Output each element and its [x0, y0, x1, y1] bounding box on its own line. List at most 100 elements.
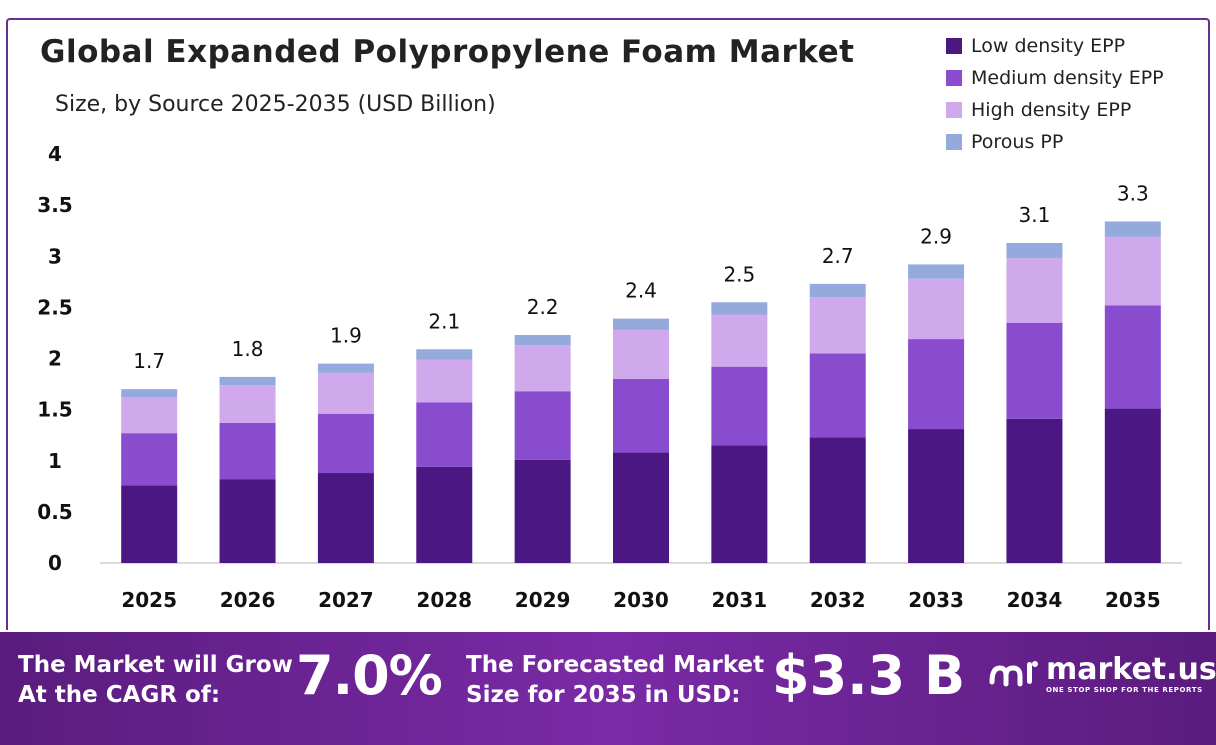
legend-item-high-density: High density EPP [946, 94, 1164, 126]
y-tick-label: 1 [48, 449, 62, 473]
bar-total-label: 2.1 [428, 309, 460, 333]
bar-segment-high-density-epp [317, 372, 374, 414]
bar-segment-medium-density-epp [317, 413, 374, 474]
bar-total-label: 2.5 [723, 262, 755, 286]
summary-banner: The Market will Grow At the CAGR of: 7.0… [0, 632, 1216, 745]
bar-segment-medium-density-epp [711, 366, 768, 446]
x-tick-label: 2032 [810, 588, 866, 612]
y-tick-label: 2.5 [37, 295, 72, 319]
legend-swatch-medium-density [946, 70, 962, 86]
legend-swatch-low-density [946, 38, 962, 54]
chart-legend: Low density EPP Medium density EPP High … [946, 30, 1164, 158]
x-tick-label: 2025 [121, 588, 177, 612]
bar-total-label: 2.4 [625, 279, 657, 303]
bar-total-label: 3.3 [1117, 181, 1149, 205]
legend-swatch-high-density [946, 102, 962, 118]
bar-segment-porous-pp [613, 318, 669, 330]
bar-segment-low-density-epp [1006, 418, 1063, 563]
bar-segment-porous-pp [317, 363, 374, 373]
bar-segment-porous-pp [1104, 221, 1161, 237]
legend-label-porous-pp: Porous PP [971, 131, 1064, 153]
x-tick-label: 2035 [1105, 588, 1161, 612]
x-tick-label: 2034 [1007, 588, 1063, 612]
bar-segment-high-density-epp [809, 297, 866, 354]
x-tick-label: 2030 [613, 588, 669, 612]
bar-segment-medium-density-epp [908, 339, 965, 430]
legend-item-medium-density: Medium density EPP [946, 62, 1164, 94]
bar-segment-medium-density-epp [809, 353, 866, 438]
legend-item-low-density: Low density EPP [946, 30, 1164, 62]
brand-name: market.us [1046, 652, 1216, 687]
y-tick-label: 3 [48, 244, 62, 268]
bar-segment-medium-density-epp [1006, 322, 1063, 419]
bar-segment-porous-pp [711, 302, 768, 315]
stacked-bar-chart: 0 0.5 1 1.5 2 2.5 3 3.5 4 1.7 2025 1.8 2026 1.9 2027 2.… [37, 142, 1182, 612]
bar-segment-medium-density-epp [121, 433, 178, 486]
bar-segment-low-density-epp [514, 459, 571, 563]
bar-segment-medium-density-epp [613, 378, 669, 453]
x-tick-label: 2026 [220, 588, 276, 612]
bar-segment-porous-pp [416, 349, 473, 360]
bar-total-label: 1.9 [330, 324, 362, 348]
market-us-logo-icon [989, 661, 1038, 687]
bar-segment-high-density-epp [416, 359, 473, 403]
bar-segment-low-density-epp [613, 452, 669, 563]
x-tick-label: 2029 [515, 588, 571, 612]
bar-segment-medium-density-epp [514, 391, 571, 460]
y-tick-label: 3.5 [37, 193, 72, 217]
bar-segment-porous-pp [908, 264, 965, 279]
bar-segment-low-density-epp [121, 485, 178, 563]
bar-segment-low-density-epp [711, 445, 768, 563]
y-tick-label: 1.5 [37, 398, 72, 422]
bar-total-label: 2.9 [920, 224, 952, 248]
x-tick-label: 2031 [712, 588, 768, 612]
bar-segment-porous-pp [219, 376, 276, 386]
bar-segment-high-density-epp [711, 314, 768, 367]
legend-label-low-density: Low density EPP [971, 35, 1126, 57]
bar-total-label: 2.2 [527, 295, 559, 319]
x-tick-label: 2028 [416, 588, 472, 612]
chart-subtitle: Size, by Source 2025-2035 (USD Billion) [55, 92, 496, 117]
bar-segment-high-density-epp [908, 278, 965, 340]
chart-title: Global Expanded Polypropylene Foam Marke… [40, 34, 855, 70]
y-tick-label: 4 [48, 142, 62, 166]
bar-segment-low-density-epp [219, 479, 276, 563]
bar-segment-low-density-epp [908, 429, 965, 563]
brand-logo: market.us ONE STOP SHOP FOR THE REPORTS [988, 654, 1216, 694]
chart-frame [6, 18, 1210, 630]
forecast-value: $3.3 B [772, 644, 966, 707]
y-tick-label: 2 [48, 347, 62, 371]
bar-total-label: 1.8 [232, 337, 264, 361]
bar-segment-porous-pp [121, 389, 178, 398]
legend-label-high-density: High density EPP [971, 99, 1132, 121]
bar-segment-high-density-epp [1006, 258, 1063, 323]
bar-total-label: 2.7 [822, 244, 854, 268]
y-tick-label: 0 [48, 551, 62, 575]
legend-swatch-porous-pp [946, 134, 962, 150]
legend-item-porous-pp: Porous PP [946, 126, 1164, 158]
cagr-label: The Market will Grow At the CAGR of: [18, 652, 293, 708]
bar-segment-low-density-epp [1104, 408, 1161, 563]
bar-segment-high-density-epp [1104, 236, 1161, 306]
bar-segment-low-density-epp [317, 473, 374, 563]
x-tick-label: 2033 [908, 588, 964, 612]
bar-segment-high-density-epp [514, 345, 571, 392]
bar-segment-high-density-epp [219, 385, 276, 423]
bar-segment-high-density-epp [121, 397, 178, 434]
legend-label-medium-density: Medium density EPP [971, 67, 1164, 89]
bar-segment-porous-pp [1006, 242, 1063, 259]
forecast-label: The Forecasted Market Size for 2035 in U… [466, 652, 765, 708]
bar-segment-medium-density-epp [1104, 305, 1161, 409]
bar-segment-medium-density-epp [219, 422, 276, 480]
brand-tagline: ONE STOP SHOP FOR THE REPORTS [1046, 686, 1203, 694]
bar-segment-porous-pp [809, 283, 866, 298]
bar-segment-medium-density-epp [416, 402, 473, 467]
y-tick-label: 0.5 [37, 500, 72, 524]
x-tick-label: 2027 [318, 588, 374, 612]
bar-segment-porous-pp [514, 334, 571, 346]
bar-segment-low-density-epp [809, 437, 866, 563]
cagr-value: 7.0% [296, 644, 443, 707]
bar-segment-low-density-epp [416, 466, 473, 563]
bar-total-label: 1.7 [133, 349, 165, 373]
bar-segment-high-density-epp [613, 329, 669, 379]
